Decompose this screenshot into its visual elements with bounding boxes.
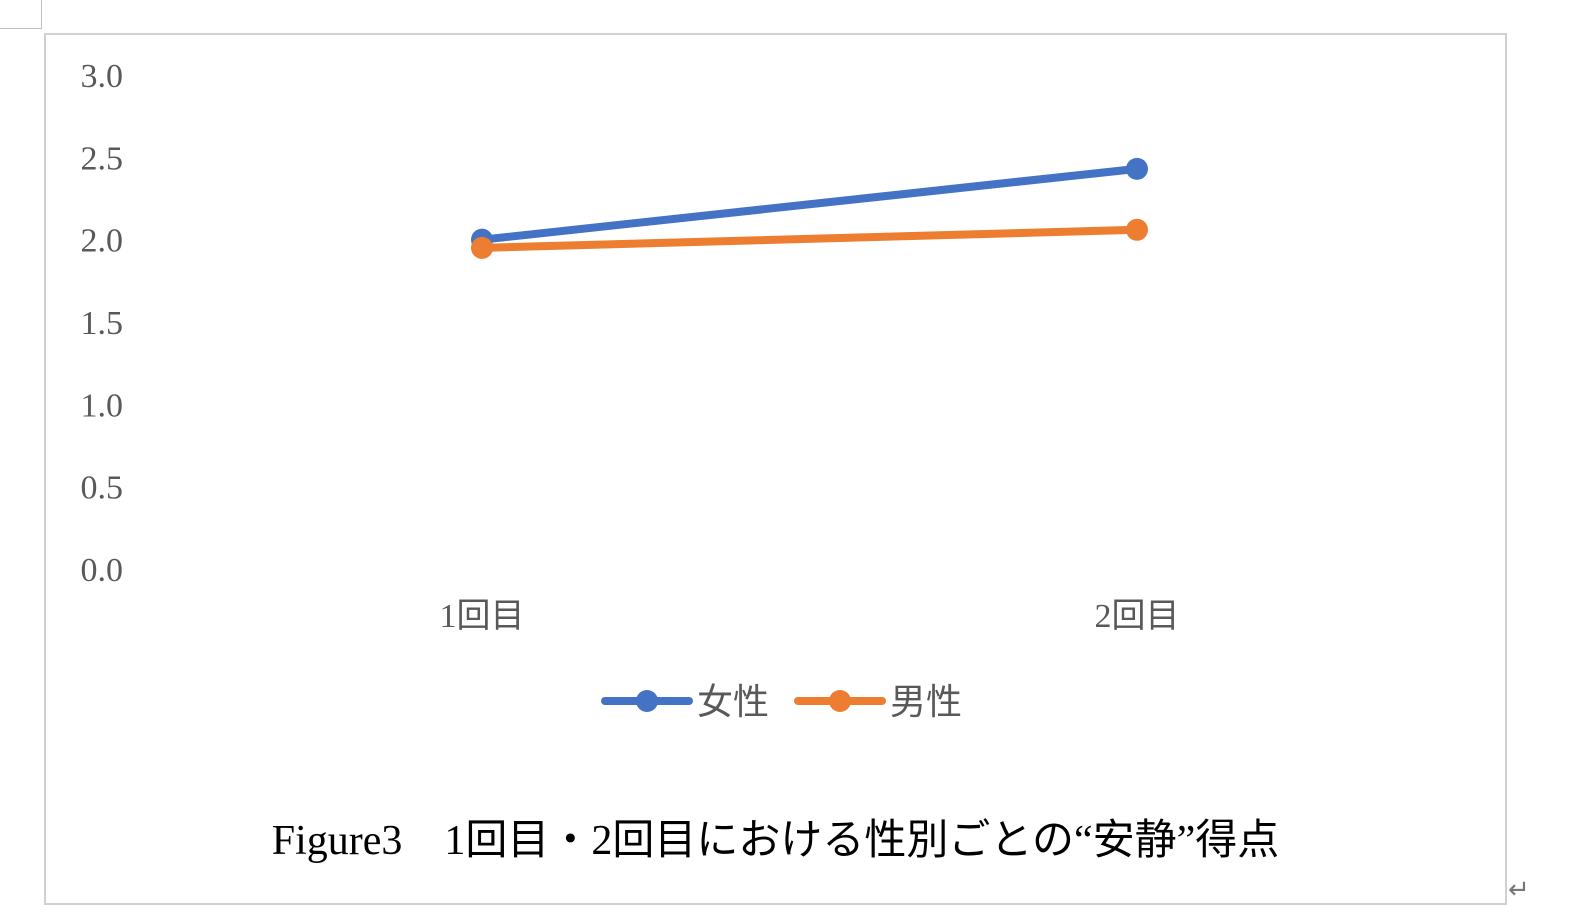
chart-frame[interactable] [44, 33, 1507, 905]
data-point[interactable] [471, 236, 493, 259]
x-axis-ticks: 1回目 2回目 [440, 598, 1180, 635]
legend-swatch-marker [636, 690, 658, 712]
y-tick-label: 0.0 [81, 552, 124, 589]
legend-label: 女性 [697, 682, 769, 722]
series-line-0 [478, 164, 1141, 244]
figure-caption: Figure3 1回目・2回目における性別ごとの“安静”得点 [271, 818, 1280, 864]
x-tick-label: 1回目 [440, 598, 525, 635]
y-axis-ticks: 3.0 2.5 2.0 1.5 1.0 0.5 0.0 [81, 58, 124, 589]
y-tick-label: 2.5 [81, 140, 124, 177]
y-tick-label: 0.5 [81, 470, 124, 507]
data-point[interactable] [1126, 218, 1148, 241]
x-tick-label: 2回目 [1095, 598, 1180, 635]
y-tick-label: 1.5 [81, 305, 124, 342]
y-tick-label: 1.0 [81, 387, 124, 424]
y-tick-label: 3.0 [81, 58, 124, 95]
legend-swatch-marker [829, 690, 851, 712]
legend-label: 男性 [890, 682, 962, 722]
data-point[interactable] [1126, 157, 1148, 180]
series-line-1 [478, 225, 1141, 252]
series-layer [471, 157, 1148, 259]
paragraph-return-icon: ↵ [1508, 875, 1530, 905]
page-corner-mark [0, 0, 42, 29]
y-tick-label: 2.0 [81, 223, 124, 260]
legend: 女性 男性 [601, 682, 962, 722]
